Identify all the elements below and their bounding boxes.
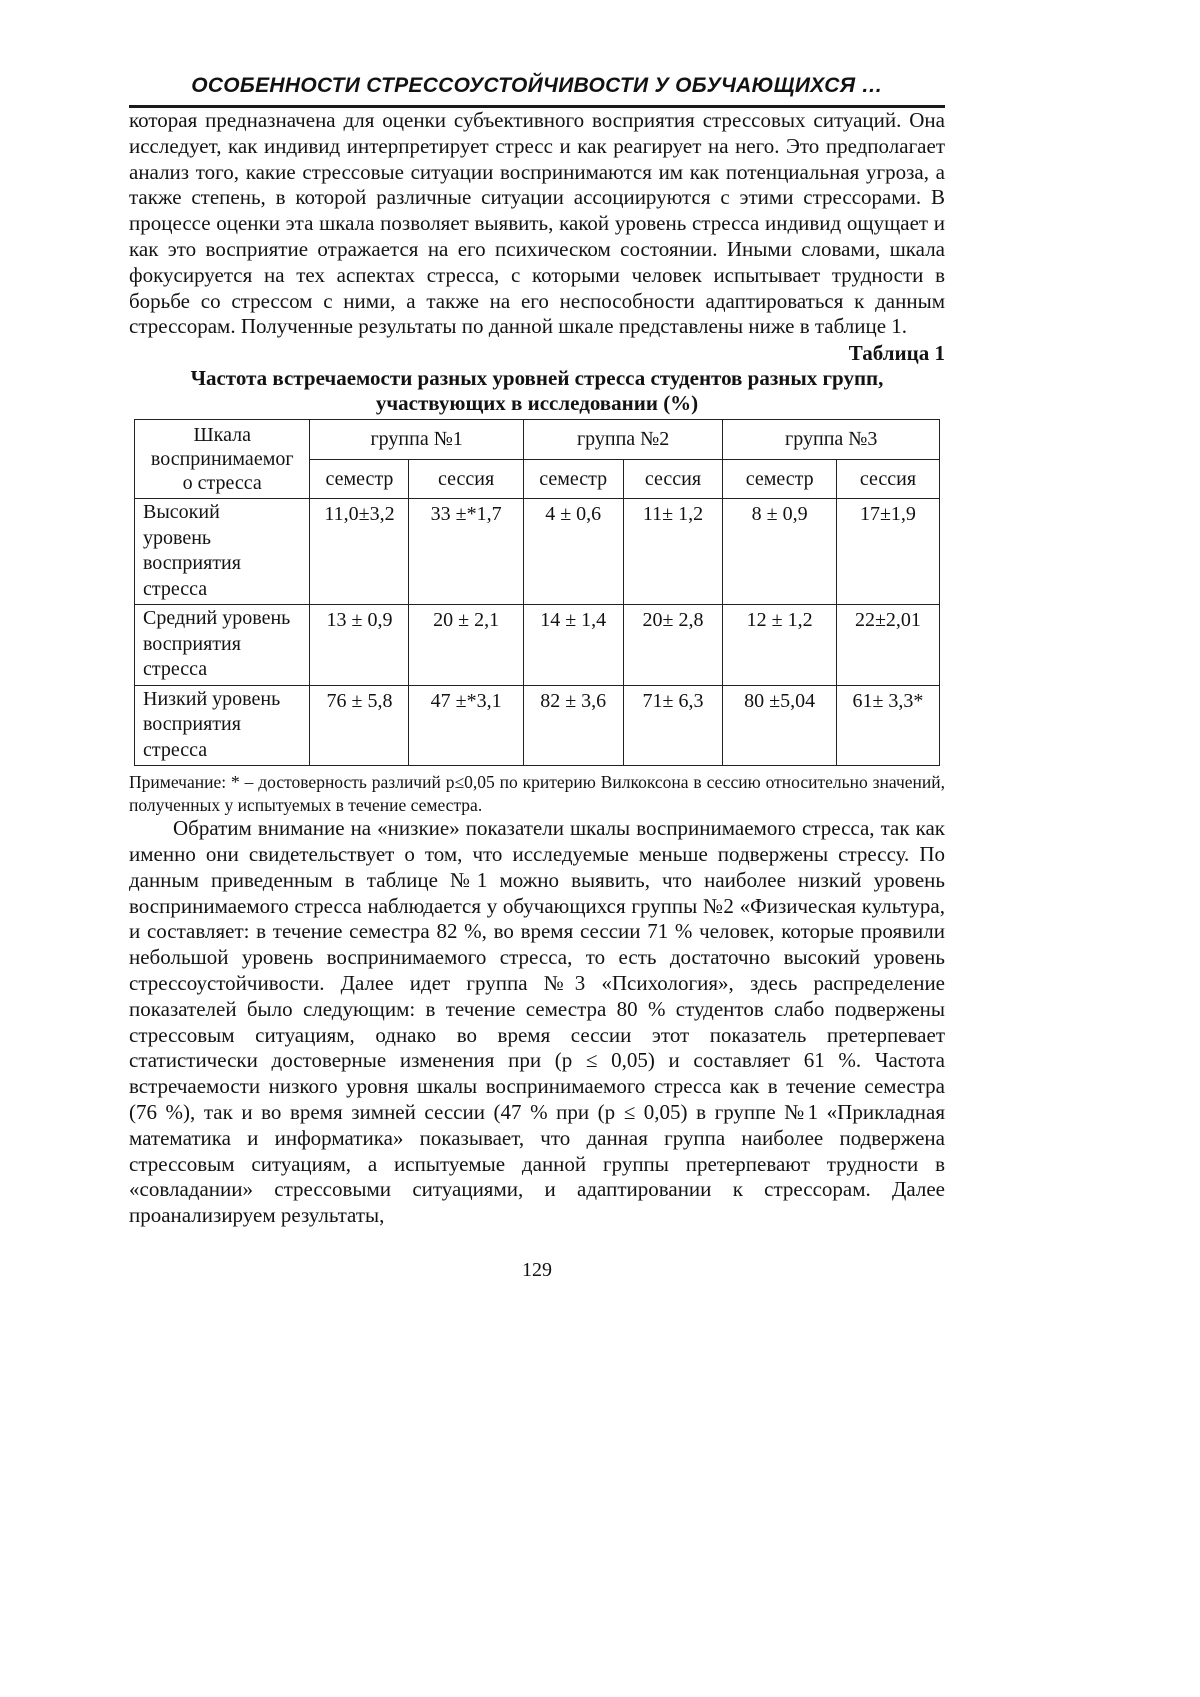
header-g3-semester: семестр bbox=[722, 458, 837, 500]
cell-medium-g2-semester: 14 ± 1,4 bbox=[522, 604, 624, 686]
stress-levels-table: Шкала воспринимаемог о стресса группа №1… bbox=[133, 419, 941, 767]
header-group-2: группа №2 bbox=[522, 419, 724, 460]
cell-low-g2-session: 71± 6,3 bbox=[622, 684, 724, 767]
page-number: 129 bbox=[522, 1258, 552, 1281]
header-g3-session: сессия bbox=[835, 458, 941, 500]
cell-high-g1-session: 33 ±*1,7 bbox=[408, 498, 524, 606]
cell-medium-g3-semester: 12 ± 1,2 bbox=[722, 604, 837, 686]
header-group-3: группа №3 bbox=[722, 419, 940, 460]
table-number-label: Таблица 1 bbox=[848, 341, 945, 366]
table-row-high-stress: Высокий уровень восприятия стресса 11,0±… bbox=[133, 498, 941, 606]
cell-high-g3-semester: 8 ± 0,9 bbox=[722, 498, 837, 606]
cell-high-g3-session: 17±1,9 bbox=[835, 498, 941, 606]
table-footnote: Примечание: * – достоверность различий р… bbox=[129, 772, 945, 815]
paragraph-analysis: Обратим внимание на «низкие» показатели … bbox=[129, 816, 945, 1228]
row-label-medium: Средний уровень восприятия стресса bbox=[133, 604, 311, 686]
content-column: ОСОБЕННОСТИ СТРЕССОУСТОЙЧИВОСТИ У ОБУЧАЮ… bbox=[129, 0, 945, 1282]
row-label-low: Низкий уровень восприятия стресса bbox=[133, 684, 311, 767]
cell-high-g1-semester: 11,0±3,2 bbox=[309, 498, 410, 606]
header-g1-semester: семестр bbox=[309, 458, 410, 500]
cell-high-g2-session: 11± 1,2 bbox=[622, 498, 724, 606]
cell-low-g3-session: 61± 3,3* bbox=[835, 684, 941, 767]
table-row-medium-stress: Средний уровень восприятия стресса 13 ± … bbox=[133, 604, 941, 686]
cell-medium-g1-semester: 13 ± 0,9 bbox=[309, 604, 410, 686]
header-g1-session: сессия bbox=[408, 458, 524, 500]
running-head: ОСОБЕННОСТИ СТРЕССОУСТОЙЧИВОСТИ У ОБУЧАЮ… bbox=[191, 74, 883, 97]
table-caption: Частота встречаемости разных уровней стр… bbox=[190, 366, 884, 416]
cell-medium-g1-session: 20 ± 2,1 bbox=[408, 604, 524, 686]
cell-low-g1-semester: 76 ± 5,8 bbox=[309, 684, 410, 767]
header-g2-session: сессия bbox=[622, 458, 724, 500]
header-scale-column: Шкала воспринимаемог о стресса bbox=[133, 419, 311, 500]
cell-high-g2-semester: 4 ± 0,6 bbox=[522, 498, 624, 606]
cell-low-g1-session: 47 ±*3,1 bbox=[408, 684, 524, 767]
cell-medium-g2-session: 20± 2,8 bbox=[622, 604, 724, 686]
cell-medium-g3-session: 22±2,01 bbox=[835, 604, 941, 686]
running-head-rule bbox=[129, 105, 945, 108]
cell-low-g2-semester: 82 ± 3,6 bbox=[522, 684, 624, 767]
table-header-row-periods: семестр сессия семестр сессия семестр се… bbox=[135, 458, 941, 500]
cell-low-g3-semester: 80 ±5,04 bbox=[722, 684, 837, 767]
paragraph-intro: которая предназначена для оценки субъект… bbox=[129, 108, 945, 339]
table-row-low-stress: Низкий уровень восприятия стресса 76 ± 5… bbox=[133, 684, 941, 767]
table-header-row-groups: Шкала воспринимаемог о стресса группа №1… bbox=[133, 419, 940, 500]
row-label-high: Высокий уровень восприятия стресса bbox=[133, 498, 311, 606]
header-g2-semester: семестр bbox=[522, 458, 624, 500]
header-group-1: группа №1 bbox=[309, 419, 524, 460]
